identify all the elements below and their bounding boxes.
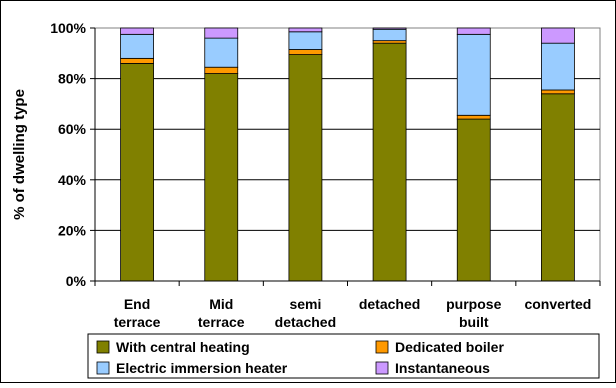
x-tick-label-line: detached <box>359 296 420 312</box>
bar-segment <box>456 114 491 120</box>
bar-segment <box>204 66 239 74</box>
bar-segment <box>288 31 323 50</box>
y-tick-label: 0% <box>66 273 87 289</box>
y-tick-label: 60% <box>58 121 87 137</box>
bar-segment <box>456 27 491 35</box>
bar-segment <box>288 27 323 33</box>
bar-segment <box>120 57 154 64</box>
legend-label: With central heating <box>116 339 250 355</box>
bar-segment <box>120 63 154 282</box>
bar-segment <box>541 93 575 282</box>
x-tick-label-line: detached <box>275 314 336 330</box>
legend-label: Instantaneous <box>395 360 490 376</box>
plot-area <box>94 27 601 282</box>
x-tick-label-line: terrace <box>198 314 245 330</box>
bar-segment <box>120 27 154 35</box>
bar-segment <box>204 37 239 68</box>
x-tick-label-line: terrace <box>114 314 161 330</box>
legend-swatch <box>375 340 389 354</box>
x-tick-label-line: End <box>124 296 150 312</box>
x-tick-label: purpose built <box>446 296 501 330</box>
x-tick-label: semi detached <box>275 296 336 330</box>
x-tick-label: Mid terrace <box>198 296 245 330</box>
bar-segment <box>288 49 323 55</box>
x-tick-label-line: purpose <box>446 296 501 312</box>
x-tick-label: detached <box>359 296 420 312</box>
legend-swatch <box>96 340 110 354</box>
x-tick-label-line: Mid <box>209 296 233 312</box>
bar-segment <box>541 42 575 91</box>
x-tick-label: End terrace <box>114 296 161 330</box>
bar-segment <box>120 33 154 59</box>
bar-segment <box>456 118 491 282</box>
legend: With central heating Dedicated boiler Elec… <box>87 333 600 379</box>
legend-label: Electric immersion heater <box>116 360 288 376</box>
y-axis-ticks: 0% 20% 40% 60% 80% 100% <box>50 20 95 289</box>
x-axis-ticks: End terrace Mid terrace semi detached detached… <box>94 281 601 330</box>
legend-swatch <box>96 361 110 375</box>
bar-segment <box>204 27 239 39</box>
legend-swatch <box>375 361 389 375</box>
x-tick-label-line: semi <box>289 296 321 312</box>
bar-segment <box>372 28 407 42</box>
legend-box <box>87 333 600 379</box>
x-tick-label: converted <box>524 296 591 312</box>
bar-segment <box>456 33 491 116</box>
bar-segment <box>372 42 407 282</box>
y-tick-label: 40% <box>58 172 87 188</box>
x-tick-label-line: converted <box>524 296 591 312</box>
y-tick-label: 80% <box>58 71 87 87</box>
bar-segment <box>372 27 407 30</box>
y-axis-label: % of dwelling type <box>11 89 28 220</box>
x-tick-label-line: built <box>459 314 489 330</box>
bar-segment <box>204 73 239 282</box>
gridlines <box>95 78 600 231</box>
legend-label: Dedicated boiler <box>395 339 504 355</box>
bar-segment <box>541 27 575 44</box>
y-tick-label: 100% <box>50 20 86 36</box>
y-tick-label: 20% <box>58 222 87 238</box>
bar-segment <box>288 54 323 282</box>
bar-segment <box>541 89 575 95</box>
